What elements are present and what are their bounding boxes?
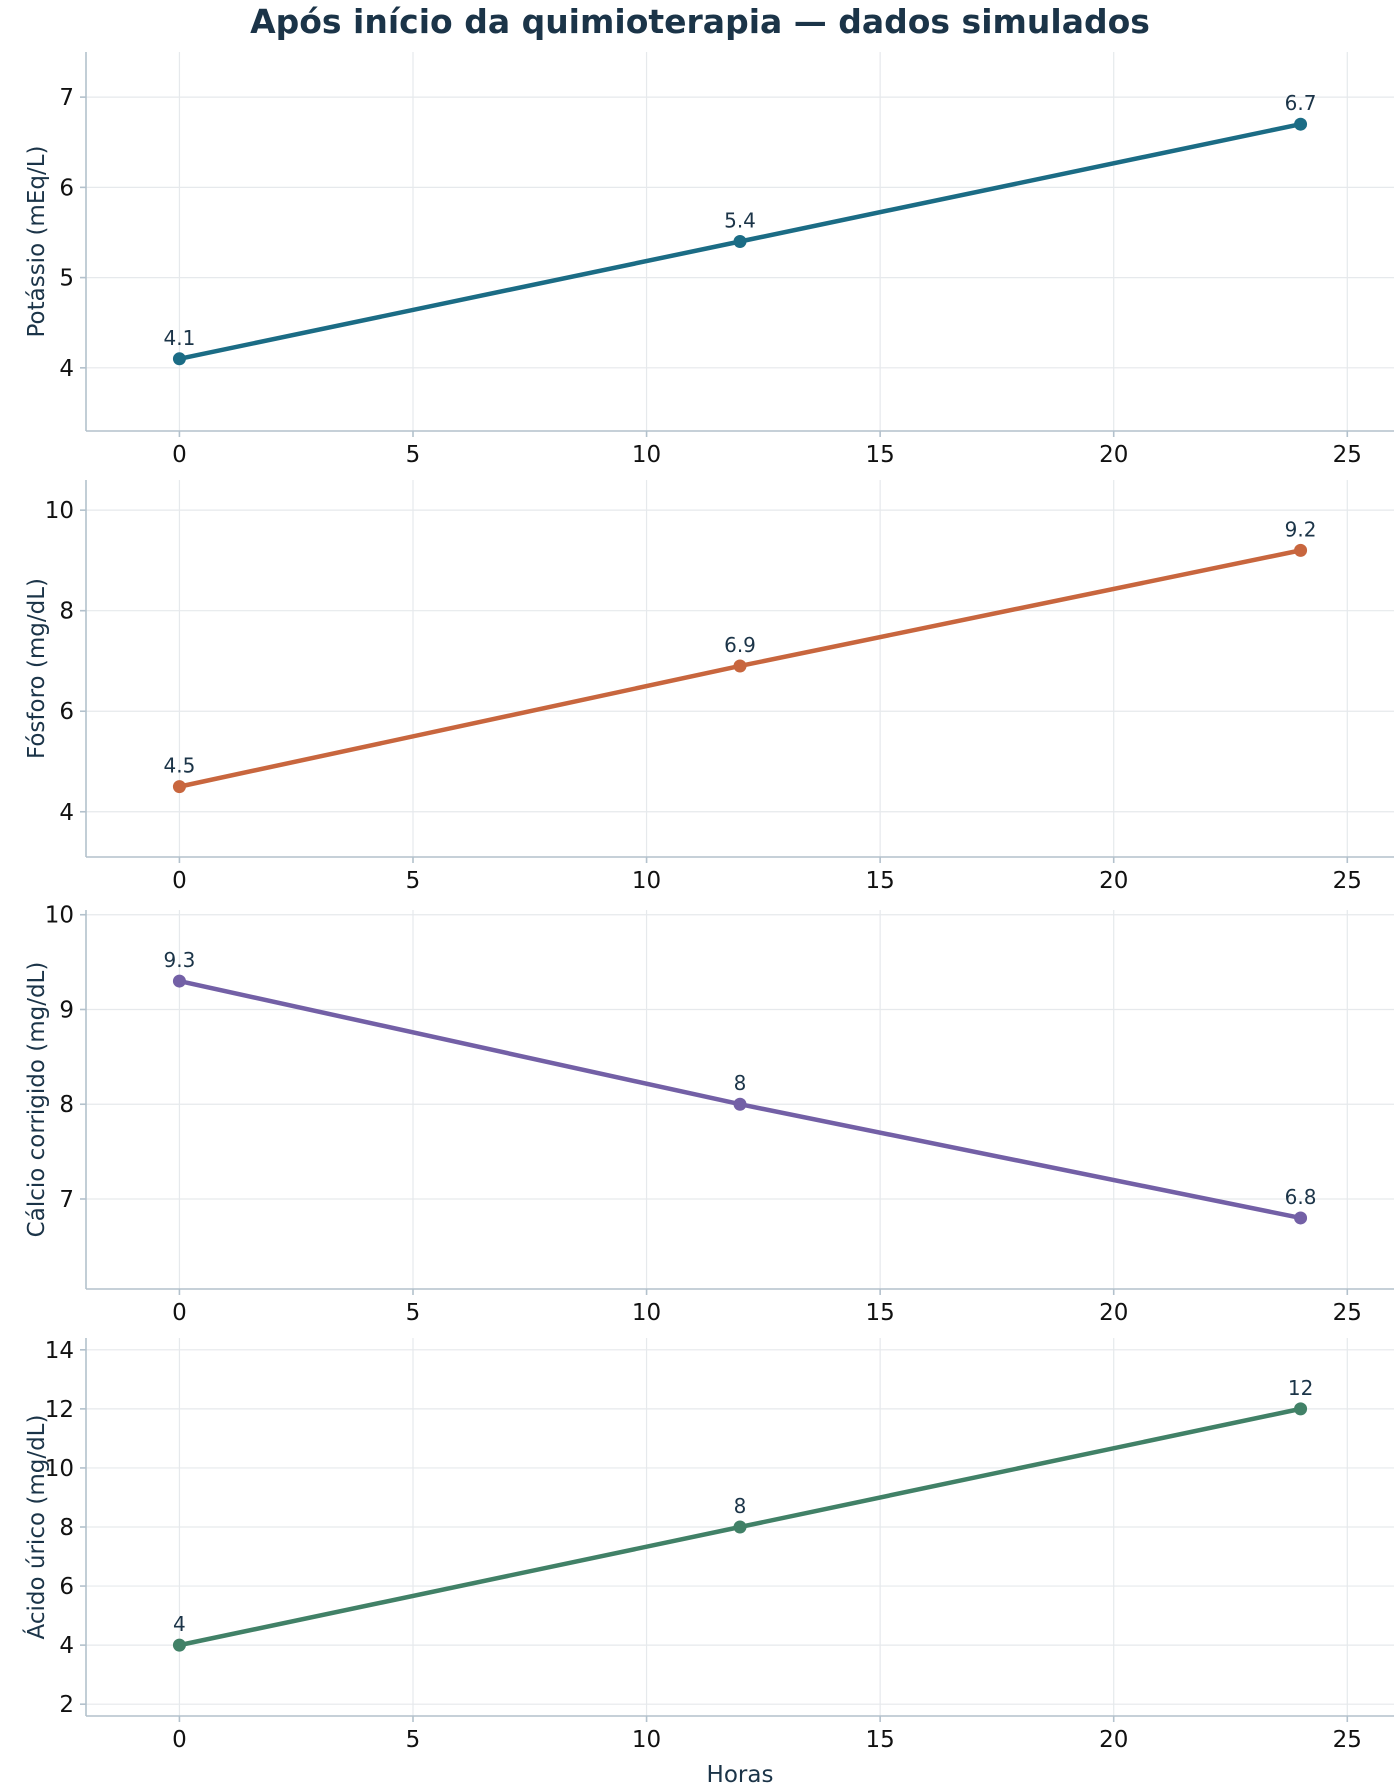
data-point [1294,1211,1308,1225]
data-point [733,235,747,248]
x-tick-label: 5 [406,868,421,894]
y-tick-label: 4 [59,1633,74,1659]
x-tick-label: 20 [1099,1727,1128,1753]
y-tick-label: 14 [45,1338,74,1364]
x-tick-label: 5 [406,442,421,468]
x-tick-label: 25 [1333,1300,1362,1326]
data-label: 12 [1288,1376,1313,1400]
data-label: 6.8 [1285,1185,1317,1209]
panel-3: 0 5 10 15 20 25 7 8 9 10 Cálcio corrigido (mg/dL) 9… [24,903,1394,1326]
x-tick-label: 0 [172,868,187,894]
x-tick-label: 20 [1099,868,1128,894]
panel-2: 0 5 10 15 20 25 4 6 8 10 Fósforo (mg/dL) 4.5 6.9 9.2 [24,480,1394,894]
x-axis-label: Horas [707,1762,774,1788]
data-point [172,1638,186,1652]
y-tick-label: 10 [45,1456,74,1482]
y-tick-label: 10 [45,903,74,929]
data-label: 6.9 [724,633,756,657]
data-label: 5.4 [724,209,756,233]
x-tick-label: 0 [172,1727,187,1753]
x-tick-label: 10 [632,1300,661,1326]
data-point [1294,1402,1308,1416]
data-label: 4.1 [164,326,196,350]
x-tick-label: 10 [632,1727,661,1753]
x-tick-label: 0 [172,1300,187,1326]
y-tick-label: 8 [59,1515,74,1541]
x-tick-label: 0 [172,442,187,468]
panel-1: 0 5 10 15 20 25 4 5 6 7 Potássio (mEq/L) 4.1 5.4 6.7 [24,52,1394,468]
y-axis-label: Potássio (mEq/L) [24,145,50,337]
data-label: 8 [734,1071,747,1095]
y-axis-label: Ácido úrico (mg/dL) [22,1415,50,1640]
data-point [172,974,186,988]
data-point [1294,543,1308,557]
data-point [172,352,186,366]
y-tick-label: 4 [59,356,74,382]
x-tick-label: 15 [866,1727,895,1753]
y-tick-label: 5 [59,266,74,292]
y-tick-label: 6 [59,175,74,201]
y-tick-label: 10 [45,498,74,524]
y-tick-label: 2 [59,1692,74,1718]
data-point [733,1097,747,1111]
x-tick-label: 25 [1333,1727,1362,1753]
x-tick-label: 5 [406,1727,421,1753]
y-tick-label: 7 [59,85,74,111]
data-label: 4.5 [164,754,196,778]
y-axis-label: Cálcio corrigido (mg/dL) [24,962,50,1238]
x-tick-label: 5 [406,1300,421,1326]
chart-title: Após início da quimioterapia — dados sim… [250,2,1150,41]
data-label: 8 [734,1494,747,1518]
data-label: 6.7 [1285,91,1317,115]
data-point [733,659,747,673]
data-label: 9.3 [164,948,196,972]
x-tick-label: 15 [866,442,895,468]
data-point [1294,117,1308,131]
y-tick-label: 12 [45,1397,74,1423]
data-point [172,780,186,794]
x-tick-label: 10 [632,442,661,468]
x-tick-label: 10 [632,868,661,894]
y-tick-label: 8 [59,599,74,625]
y-tick-label: 6 [59,1574,74,1600]
data-point [733,1520,747,1534]
x-tick-label: 15 [866,868,895,894]
y-tick-label: 4 [59,800,74,826]
y-tick-label: 9 [59,997,74,1023]
data-label: 9.2 [1285,517,1317,541]
panel-4: 0 5 10 15 20 25 2 4 6 8 10 12 14 Ácido úrico (mg/dL) H… [22,1338,1394,1788]
x-tick-label: 20 [1099,1300,1128,1326]
x-tick-label: 20 [1099,442,1128,468]
data-label: 4 [173,1612,186,1636]
x-tick-label: 25 [1333,868,1362,894]
y-axis-label: Fósforo (mg/dL) [24,578,50,759]
y-tick-label: 7 [59,1187,74,1213]
x-tick-label: 25 [1333,442,1362,468]
y-tick-label: 8 [59,1092,74,1118]
y-tick-label: 6 [59,699,74,725]
x-tick-label: 15 [866,1300,895,1326]
